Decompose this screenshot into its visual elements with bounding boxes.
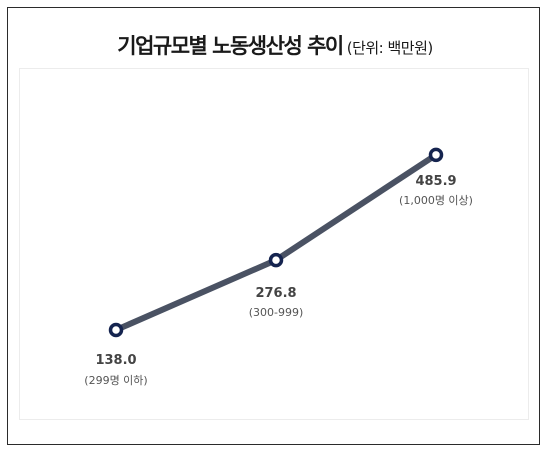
data-point	[268, 252, 284, 268]
category-label: (299명 이하)	[84, 373, 147, 387]
data-label: 485.9	[415, 174, 456, 189]
category-label: (1,000명 이상)	[399, 194, 473, 207]
series-line	[113, 151, 439, 333]
chart-title-unit: (단위: 백만원)	[346, 39, 434, 57]
plot-area	[19, 68, 529, 420]
data-point	[108, 322, 124, 338]
data-label: 276.8	[255, 286, 296, 301]
chart-title-main: 기업규모별 노동생산성 추이	[117, 34, 344, 58]
chart-title: 기업규모별 노동생산성 추이 (단위: 백만원)	[0, 30, 550, 60]
category-label: (300-999)	[249, 306, 304, 319]
data-label: 138.0	[95, 353, 136, 368]
data-point	[428, 147, 444, 163]
